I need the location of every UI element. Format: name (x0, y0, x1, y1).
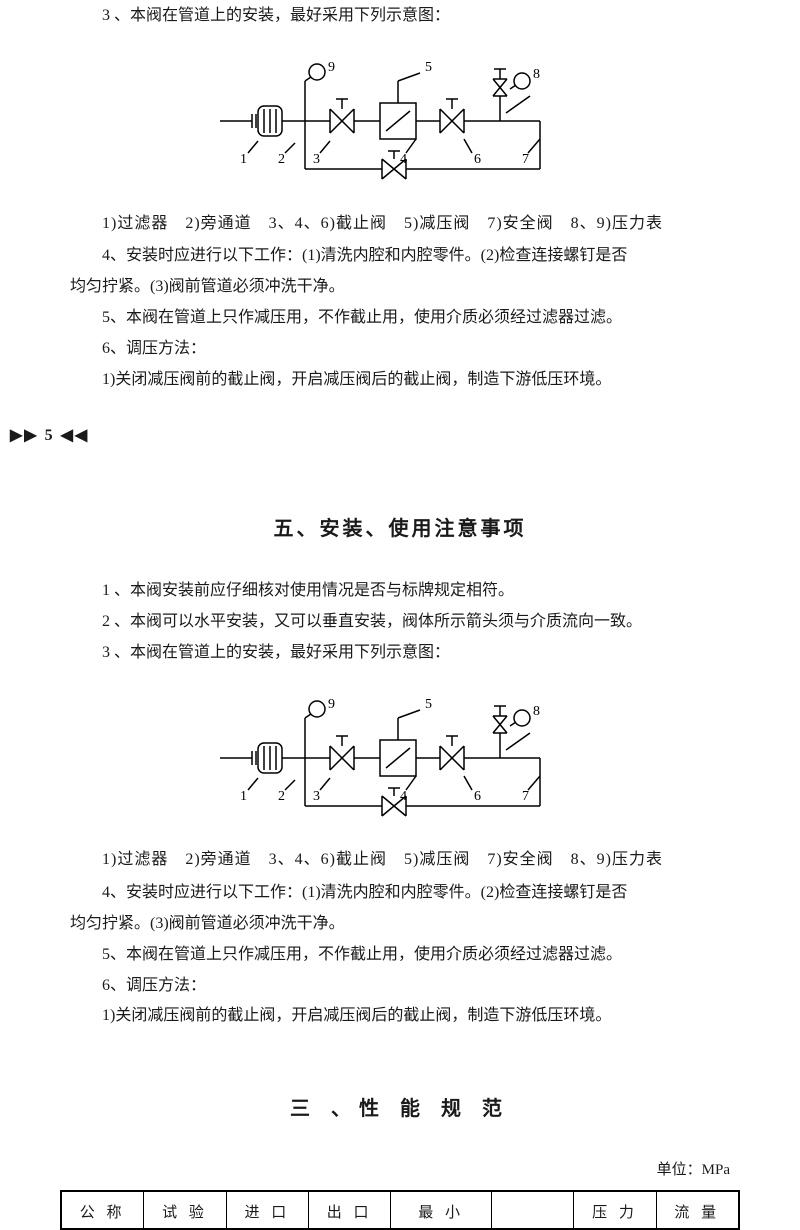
s5-line3: 3 、本阀在管道上的安装，最好采用下列示意图： (70, 639, 730, 668)
s5-line2: 2 、本阀可以水平安装，又可以垂直安装，阀体所示箭头须与介质流向一致。 (70, 608, 730, 637)
top-line4b: 均匀拧紧。(3)阀前管道必须冲洗干净。 (70, 273, 730, 302)
pipeline-diagram-svg-2: 1 2 3 4 5 6 7 8 9 (210, 678, 590, 828)
svg-text:5: 5 (425, 697, 432, 712)
svg-text:6: 6 (474, 789, 481, 804)
top-legend: 1)过滤器 2)旁通道 3、4、6)截止阀 5)减压阀 7)安全阀 8、9)压力… (70, 210, 730, 239)
s5-line4a: 4、安装时应进行以下工作：(1)清洗内腔和内腔零件。(2)检查连接螺钉是否 (70, 879, 730, 908)
s5-line6: 6、调压方法： (70, 972, 730, 1001)
svg-text:2: 2 (278, 789, 285, 804)
top-line4a: 4、安装时应进行以下工作：(1)清洗内腔和内腔零件。(2)检查连接螺钉是否 (70, 242, 730, 271)
th-5: 最 小 (391, 1192, 492, 1228)
section3-title: 三 、性 能 规 范 (0, 1091, 800, 1127)
th-7: 压 力 (574, 1192, 656, 1228)
svg-text:3: 3 (313, 152, 320, 167)
svg-text:9: 9 (328, 60, 335, 75)
svg-text:5: 5 (425, 60, 432, 75)
svg-text:1: 1 (240, 152, 247, 167)
top-line3: 3 、本阀在管道上的安装，最好采用下列示意图： (70, 2, 730, 31)
top-line6: 6、调压方法： (70, 335, 730, 364)
svg-text:1: 1 (240, 789, 247, 804)
spec-table-header: 公 称 试 验 进 口 出 口 最 小 压 力 流 量 (60, 1190, 740, 1230)
svg-text:8: 8 (533, 704, 540, 719)
th-4: 出 口 (309, 1192, 391, 1228)
s5-line5: 5、本阀在管道上只作减压用，不作截止用，使用介质必须经过滤器过滤。 (70, 941, 730, 970)
th-1: 公 称 (62, 1192, 144, 1228)
pipeline-diagram-svg: 1 2 3 4 5 6 7 8 9 (210, 41, 590, 191)
svg-text:3: 3 (313, 789, 320, 804)
svg-text:2: 2 (278, 152, 285, 167)
section5-title: 五、安装、使用注意事项 (70, 511, 730, 547)
svg-text:7: 7 (522, 152, 529, 167)
svg-text:4: 4 (400, 152, 407, 167)
th-2: 试 验 (144, 1192, 226, 1228)
diagram-section5: 1 2 3 4 5 6 7 8 9 (70, 678, 730, 839)
diagram-top: 1 2 3 4 5 6 7 8 9 (70, 41, 730, 202)
page-marker: ▶▶ 5 ◀◀ (0, 422, 800, 451)
s5-legend: 1)过滤器 2)旁通道 3、4、6)截止阀 5)减压阀 7)安全阀 8、9)压力… (70, 846, 730, 875)
svg-text:6: 6 (474, 152, 481, 167)
unit-label: 单位：MPa (0, 1157, 730, 1184)
top-line7: 1)关闭减压阀前的截止阀，开启减压阀后的截止阀，制造下游低压环境。 (70, 366, 730, 395)
svg-text:4: 4 (400, 789, 407, 804)
s5-line7: 1)关闭减压阀前的截止阀，开启减压阀后的截止阀，制造下游低压环境。 (70, 1002, 730, 1031)
top-line5: 5、本阀在管道上只作减压用，不作截止用，使用介质必须经过滤器过滤。 (70, 304, 730, 333)
th-8: 流 量 (657, 1192, 738, 1228)
s5-line1: 1 、本阀安装前应仔细核对使用情况是否与标牌规定相符。 (70, 577, 730, 606)
th-3: 进 口 (227, 1192, 309, 1228)
svg-text:7: 7 (522, 789, 529, 804)
th-6 (492, 1192, 574, 1228)
s5-line4b: 均匀拧紧。(3)阀前管道必须冲洗干净。 (70, 910, 730, 939)
svg-text:8: 8 (533, 67, 540, 82)
svg-text:9: 9 (328, 697, 335, 712)
